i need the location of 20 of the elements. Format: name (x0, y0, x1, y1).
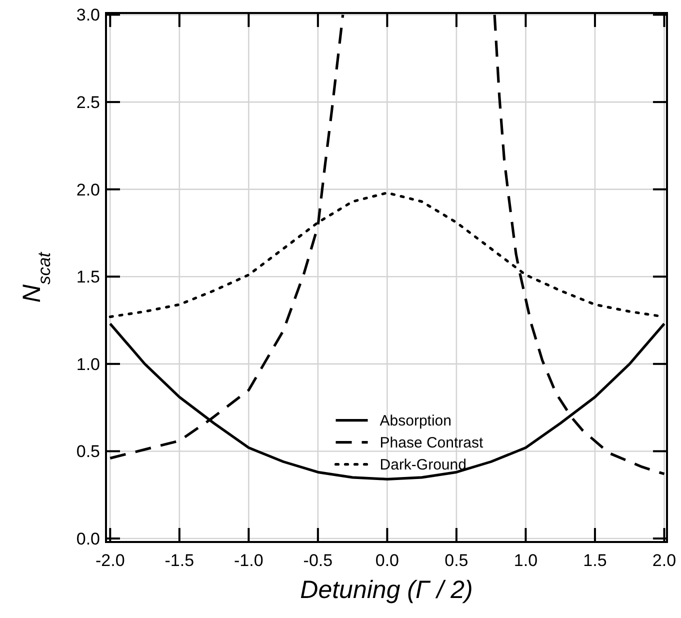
x-tick-label: 1.5 (583, 551, 607, 570)
legend-label: Phase Contrast (380, 434, 484, 452)
x-axis-title: Detuning (Γ / 2) (300, 576, 473, 604)
x-tick-label: 1.0 (514, 551, 538, 570)
x-tick-label: -1.0 (234, 551, 264, 570)
y-tick-label: 0.0 (76, 530, 100, 549)
y-tick-label: 0.5 (76, 442, 100, 462)
y-tick-label: 1.5 (76, 268, 100, 287)
y-tick-label: 2.0 (76, 180, 100, 200)
x-tick-label: -0.5 (303, 551, 333, 570)
x-tick-label: -2.0 (96, 551, 125, 570)
y-tick-label: 2.5 (76, 93, 100, 112)
y-tick-label: 3.0 (76, 6, 100, 25)
x-tick-label: 0.5 (444, 551, 468, 570)
legend-label: Absorption (380, 412, 452, 430)
x-tick-label: 2.0 (652, 551, 676, 570)
legend-label: Dark-Ground (380, 456, 466, 474)
x-tick-label: 0.0 (375, 551, 400, 570)
y-tick-label: 1.0 (76, 354, 100, 374)
x-tick-label: -1.5 (164, 551, 194, 570)
